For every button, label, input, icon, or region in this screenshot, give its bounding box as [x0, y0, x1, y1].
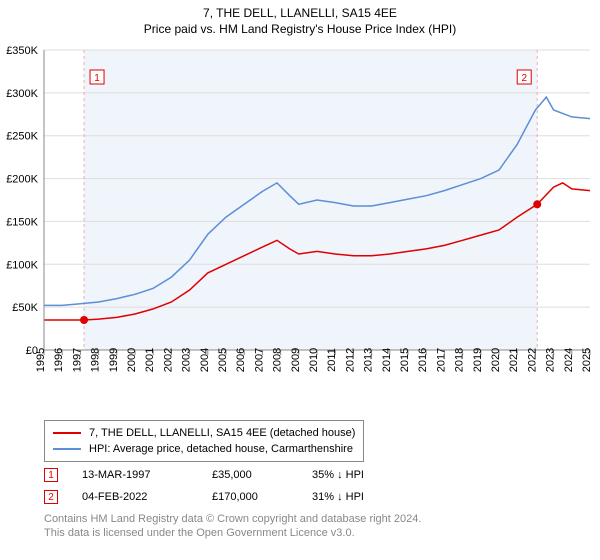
- sale-price: £170,000: [212, 491, 312, 503]
- svg-text:2012: 2012: [344, 348, 356, 372]
- chart-subtitle: Price paid vs. HM Land Registry's House …: [0, 22, 600, 36]
- svg-text:2009: 2009: [290, 348, 302, 372]
- svg-text:2010: 2010: [308, 348, 320, 372]
- chart-svg: £0£50K£100K£150K£200K£250K£300K£350K1219…: [0, 40, 600, 410]
- chart-area: £0£50K£100K£150K£200K£250K£300K£350K1219…: [0, 40, 600, 410]
- sale-date: 04-FEB-2022: [82, 491, 212, 503]
- svg-text:£300K: £300K: [6, 88, 38, 100]
- svg-text:2: 2: [521, 73, 527, 84]
- svg-text:2014: 2014: [381, 348, 393, 372]
- svg-text:£200K: £200K: [6, 174, 38, 186]
- svg-text:1995: 1995: [35, 348, 47, 372]
- svg-text:2019: 2019: [472, 348, 484, 372]
- svg-text:2002: 2002: [162, 348, 174, 372]
- legend-item: 7, THE DELL, LLANELLI, SA15 4EE (detache…: [53, 425, 355, 441]
- svg-text:2007: 2007: [253, 348, 265, 372]
- svg-text:2020: 2020: [490, 348, 502, 372]
- svg-text:2006: 2006: [235, 348, 247, 372]
- svg-text:2000: 2000: [126, 348, 138, 372]
- svg-text:£100K: £100K: [6, 259, 38, 271]
- svg-text:2015: 2015: [399, 348, 411, 372]
- svg-text:2011: 2011: [326, 348, 338, 372]
- attribution-line: Contains HM Land Registry data © Crown c…: [44, 512, 590, 526]
- svg-text:£350K: £350K: [6, 45, 38, 57]
- legend: 7, THE DELL, LLANELLI, SA15 4EE (detache…: [44, 420, 364, 462]
- svg-text:2005: 2005: [217, 348, 229, 372]
- svg-text:£250K: £250K: [6, 131, 38, 143]
- svg-text:1: 1: [94, 73, 100, 84]
- svg-text:1998: 1998: [90, 348, 102, 372]
- legend-label: HPI: Average price, detached house, Carm…: [89, 443, 353, 455]
- svg-text:£50K: £50K: [12, 302, 38, 314]
- svg-text:1999: 1999: [108, 348, 120, 372]
- svg-text:2008: 2008: [272, 348, 284, 372]
- table-row: 2 04-FEB-2022 £170,000 31% ↓ HPI: [44, 486, 432, 508]
- legend-swatch: [53, 448, 81, 450]
- svg-text:2017: 2017: [435, 348, 447, 372]
- svg-text:2016: 2016: [417, 348, 429, 372]
- sale-price: £35,000: [212, 469, 312, 481]
- svg-text:2001: 2001: [144, 348, 156, 372]
- sales-table: 1 13-MAR-1997 £35,000 35% ↓ HPI 2 04-FEB…: [44, 464, 432, 508]
- sale-hpi: 35% ↓ HPI: [312, 469, 432, 481]
- sale-date: 13-MAR-1997: [82, 469, 212, 481]
- svg-text:£150K: £150K: [6, 216, 38, 228]
- svg-text:2018: 2018: [454, 348, 466, 372]
- svg-text:2024: 2024: [563, 348, 575, 372]
- svg-text:2004: 2004: [199, 348, 211, 372]
- svg-text:1996: 1996: [53, 348, 65, 372]
- chart-title: 7, THE DELL, LLANELLI, SA15 4EE: [0, 6, 600, 20]
- svg-text:2021: 2021: [508, 348, 520, 372]
- svg-text:2022: 2022: [526, 348, 538, 372]
- svg-text:2003: 2003: [181, 348, 193, 372]
- svg-text:2013: 2013: [363, 348, 375, 372]
- legend-swatch: [53, 432, 81, 434]
- attribution: Contains HM Land Registry data © Crown c…: [44, 512, 590, 541]
- svg-text:1997: 1997: [71, 348, 83, 372]
- legend-item: HPI: Average price, detached house, Carm…: [53, 441, 355, 457]
- svg-text:2025: 2025: [581, 348, 593, 372]
- svg-text:2023: 2023: [545, 348, 557, 372]
- sale-marker-icon: 1: [44, 468, 58, 482]
- chart-titles: 7, THE DELL, LLANELLI, SA15 4EE Price pa…: [0, 0, 600, 36]
- attribution-line: This data is licensed under the Open Gov…: [44, 526, 590, 540]
- chart-container: 7, THE DELL, LLANELLI, SA15 4EE Price pa…: [0, 0, 600, 560]
- legend-label: 7, THE DELL, LLANELLI, SA15 4EE (detache…: [89, 427, 355, 439]
- sale-marker-icon: 2: [44, 490, 58, 504]
- sale-hpi: 31% ↓ HPI: [312, 491, 432, 503]
- table-row: 1 13-MAR-1997 £35,000 35% ↓ HPI: [44, 464, 432, 486]
